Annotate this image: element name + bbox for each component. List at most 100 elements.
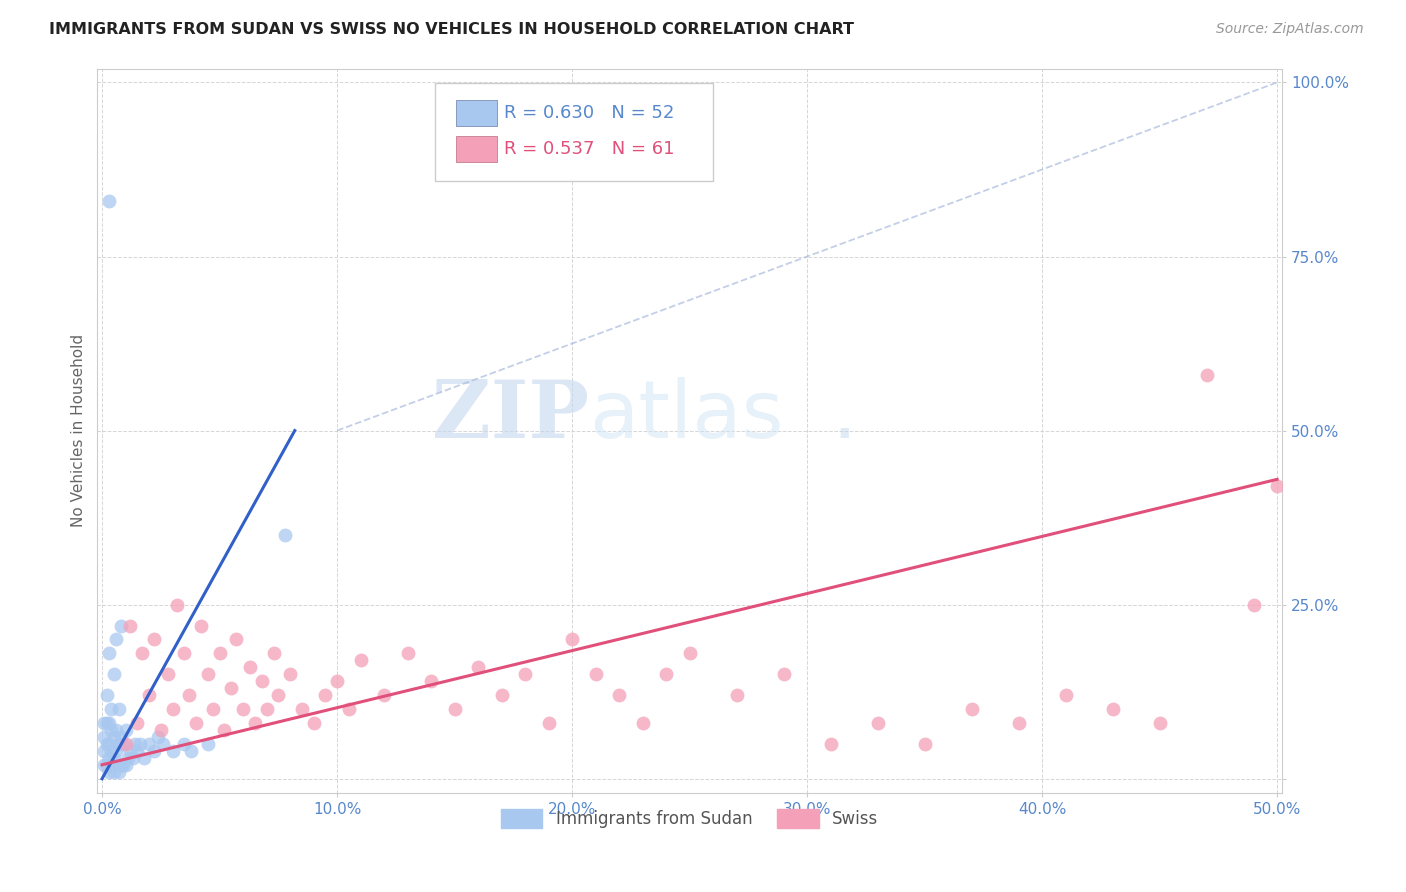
Point bbox=[96, 757, 118, 772]
Point bbox=[561, 632, 583, 647]
Point bbox=[197, 737, 219, 751]
Point bbox=[772, 667, 794, 681]
Point bbox=[373, 688, 395, 702]
Point bbox=[98, 737, 121, 751]
Point bbox=[107, 702, 129, 716]
Y-axis label: No Vehicles in Household: No Vehicles in Household bbox=[72, 334, 86, 527]
Point bbox=[107, 764, 129, 779]
Point bbox=[513, 667, 536, 681]
Legend: Immigrants from Sudan, Swiss: Immigrants from Sudan, Swiss bbox=[494, 803, 886, 835]
Point bbox=[225, 632, 247, 647]
Text: ZIP: ZIP bbox=[432, 377, 589, 455]
Point bbox=[112, 737, 135, 751]
Point bbox=[177, 688, 200, 702]
FancyBboxPatch shape bbox=[456, 100, 496, 126]
Point bbox=[103, 751, 125, 765]
Point bbox=[960, 702, 983, 716]
Point bbox=[124, 737, 146, 751]
Point bbox=[166, 598, 188, 612]
Point bbox=[212, 723, 235, 737]
Point bbox=[120, 744, 142, 758]
Text: Source: ZipAtlas.com: Source: ZipAtlas.com bbox=[1216, 22, 1364, 37]
Point bbox=[117, 751, 139, 765]
Point bbox=[142, 744, 165, 758]
Point bbox=[103, 730, 125, 744]
Point bbox=[291, 702, 314, 716]
Point bbox=[98, 647, 121, 661]
Point bbox=[914, 737, 936, 751]
Point bbox=[1265, 479, 1288, 493]
Point bbox=[152, 737, 174, 751]
Point bbox=[110, 757, 132, 772]
Point bbox=[221, 681, 243, 696]
Point bbox=[197, 667, 219, 681]
Point bbox=[278, 667, 301, 681]
Point bbox=[585, 667, 607, 681]
Point bbox=[1007, 716, 1029, 731]
Point bbox=[201, 702, 224, 716]
Point bbox=[678, 647, 700, 661]
Point bbox=[114, 737, 136, 751]
Text: R = 0.537   N = 61: R = 0.537 N = 61 bbox=[503, 140, 673, 158]
Point bbox=[96, 688, 118, 702]
Point bbox=[93, 757, 115, 772]
Point bbox=[148, 730, 170, 744]
Point bbox=[243, 716, 266, 731]
Point bbox=[866, 716, 889, 731]
Point bbox=[725, 688, 748, 702]
Point bbox=[420, 674, 443, 689]
Point bbox=[607, 688, 630, 702]
Point bbox=[232, 702, 254, 716]
Point bbox=[100, 702, 122, 716]
Point bbox=[127, 744, 149, 758]
Point bbox=[1243, 598, 1265, 612]
Point bbox=[105, 744, 128, 758]
Point bbox=[128, 737, 150, 751]
Point bbox=[103, 667, 125, 681]
Point bbox=[1054, 688, 1077, 702]
Point bbox=[443, 702, 465, 716]
Text: R = 0.630   N = 52: R = 0.630 N = 52 bbox=[503, 103, 673, 121]
Text: IMMIGRANTS FROM SUDAN VS SWISS NO VEHICLES IN HOUSEHOLD CORRELATION CHART: IMMIGRANTS FROM SUDAN VS SWISS NO VEHICL… bbox=[49, 22, 855, 37]
Point bbox=[134, 751, 156, 765]
FancyBboxPatch shape bbox=[434, 83, 713, 181]
Point bbox=[326, 674, 349, 689]
Point bbox=[162, 744, 184, 758]
Point bbox=[263, 647, 285, 661]
Point bbox=[98, 194, 121, 208]
Point bbox=[314, 688, 336, 702]
Point bbox=[131, 647, 153, 661]
Point bbox=[121, 751, 143, 765]
Point bbox=[302, 716, 325, 731]
Point bbox=[114, 757, 136, 772]
Point bbox=[250, 674, 273, 689]
Point bbox=[112, 757, 135, 772]
Point bbox=[93, 744, 115, 758]
Point bbox=[93, 716, 115, 731]
Point bbox=[1195, 368, 1218, 382]
Point bbox=[537, 716, 560, 731]
Point bbox=[180, 744, 202, 758]
Point bbox=[110, 730, 132, 744]
Point bbox=[98, 716, 121, 731]
Point bbox=[100, 723, 122, 737]
Point bbox=[274, 528, 297, 542]
Point bbox=[105, 632, 128, 647]
Text: atlas: atlas bbox=[589, 377, 783, 455]
Point bbox=[208, 647, 231, 661]
Point bbox=[337, 702, 360, 716]
Point bbox=[491, 688, 513, 702]
Point bbox=[1149, 716, 1171, 731]
Text: .: . bbox=[832, 377, 858, 455]
FancyBboxPatch shape bbox=[456, 136, 496, 162]
Point bbox=[149, 723, 172, 737]
Point bbox=[256, 702, 278, 716]
Point bbox=[820, 737, 842, 751]
Point bbox=[1101, 702, 1123, 716]
Point bbox=[631, 716, 654, 731]
Point bbox=[120, 618, 142, 632]
Point bbox=[173, 647, 195, 661]
Point bbox=[110, 618, 132, 632]
Point bbox=[184, 716, 207, 731]
Point bbox=[239, 660, 262, 674]
